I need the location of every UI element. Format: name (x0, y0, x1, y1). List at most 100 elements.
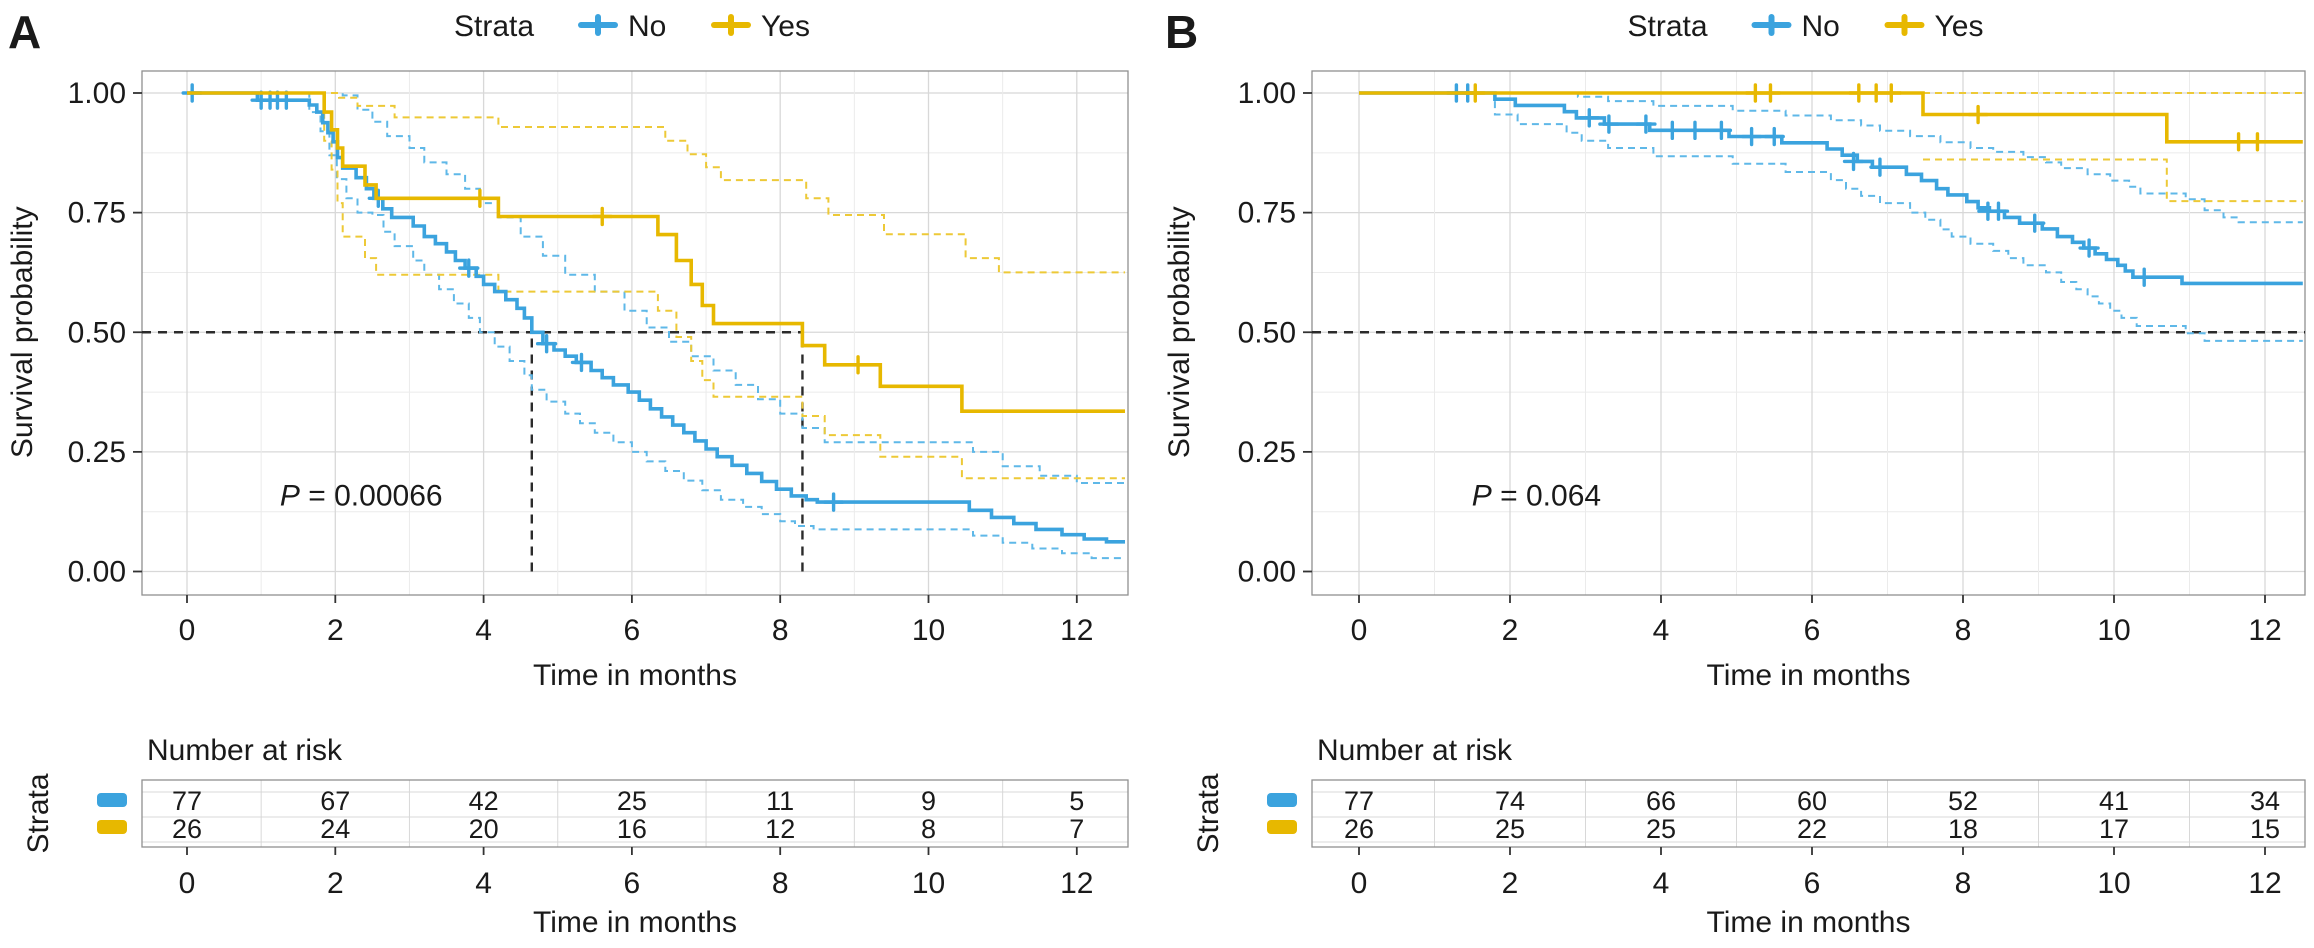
y-tick-label: 0.50 (1238, 316, 1296, 349)
x-axis-title: Time in months (1707, 659, 1911, 692)
risk-value: 74 (1495, 786, 1525, 816)
censor-marks-yes (469, 188, 869, 375)
p-value: P = 0.064 (1472, 479, 1601, 512)
risk-value: 77 (172, 786, 202, 816)
risk-x-tick-label: 12 (1060, 867, 1093, 900)
risk-x-tick-label: 10 (912, 867, 945, 900)
risk-value: 17 (2099, 814, 2129, 844)
risk-table-frame (141, 779, 1129, 848)
risk-value: 26 (172, 814, 202, 844)
risk-x-tick-label: 10 (2097, 867, 2130, 900)
x-tick-label: 0 (1351, 614, 1368, 647)
risk-x-axis-title: Time in months (533, 906, 737, 939)
x-axis-title: Time in months (533, 659, 737, 692)
risk-swatch-no (97, 793, 127, 807)
risk-x-tick-label: 0 (179, 867, 196, 900)
risk-value: 9 (921, 786, 936, 816)
risk-value: 60 (1797, 786, 1827, 816)
legend-title: Strata (454, 10, 534, 43)
p-value: P = 0.00066 (280, 479, 443, 512)
legend-label-no: No (1802, 10, 1840, 43)
risk-value: 8 (921, 814, 936, 844)
risk-value: 24 (320, 814, 350, 844)
x-tick-label: 8 (772, 614, 789, 647)
km-ci-upper-no (1359, 92, 2303, 224)
median-lines (142, 331, 804, 572)
km-curve-yes (1359, 91, 2303, 144)
y-tick-label: 0.75 (1238, 197, 1296, 230)
y-tick-label: 0.00 (1238, 556, 1296, 589)
legend-label-no: No (628, 10, 666, 43)
legend-item-yes: Yes (1884, 10, 1984, 43)
km-curve-no (1359, 91, 2303, 286)
risk-value: 25 (617, 786, 647, 816)
risk-x-tick-label: 4 (475, 867, 492, 900)
risk-value: 16 (617, 814, 647, 844)
x-tick-label: 12 (1060, 614, 1093, 647)
x-tick-label: 6 (1804, 614, 1821, 647)
x-tick-label: 6 (624, 614, 641, 647)
x-tick-label: 0 (179, 614, 196, 647)
km-ci-lower-yes (187, 92, 1125, 480)
legend-label-yes: Yes (1935, 10, 1984, 43)
risk-value: 18 (1948, 814, 1978, 844)
risk-value: 26 (1344, 814, 1374, 844)
risk-table-title: Number at risk (147, 734, 343, 767)
risk-swatch-yes (1267, 820, 1297, 834)
km-ci-lower-yes (1923, 158, 2303, 203)
censor-marks-yes (1464, 83, 2269, 152)
legend-title: Strata (1628, 10, 1708, 43)
risk-swatch-yes (97, 820, 127, 834)
risk-x-tick-label: 4 (1653, 867, 1670, 900)
km-curve-yes (187, 91, 1125, 413)
risk-value: 66 (1646, 786, 1676, 816)
risk-swatch-no (1267, 793, 1297, 807)
x-tick-label: 2 (1502, 614, 1519, 647)
risk-x-tick-label: 8 (1955, 867, 1972, 900)
y-tick-label: 0.00 (68, 556, 126, 589)
risk-value: 41 (2099, 786, 2129, 816)
x-tick-label: 8 (1955, 614, 1972, 647)
risk-value: 67 (320, 786, 350, 816)
x-tick-label: 4 (475, 614, 492, 647)
km-ci-lower-no (1359, 92, 2303, 342)
risk-value: 52 (1948, 786, 1978, 816)
y-tick-label: 0.25 (1238, 436, 1296, 469)
y-tick-label: 0.50 (68, 316, 126, 349)
risk-value: 20 (469, 814, 499, 844)
risk-value: 25 (1646, 814, 1676, 844)
x-tick-label: 10 (2097, 614, 2130, 647)
risk-value: 34 (2250, 786, 2280, 816)
y-tick-label: 0.25 (68, 436, 126, 469)
y-tick-label: 1.00 (68, 77, 126, 110)
km-ci-upper-yes (187, 92, 1125, 274)
km-panel-b: 1.00 0.75 0.50 0.25 0.00 0 2 4 6 8 10 12 Time in mon… (1157, 0, 2314, 948)
panel-label: A (8, 6, 41, 58)
risk-x-tick-label: 2 (327, 867, 344, 900)
risk-x-axis-title: Time in months (1707, 906, 1911, 939)
y-tick-label: 1.00 (1238, 77, 1296, 110)
legend: Strata No Yes (1628, 10, 1984, 43)
axes: 1.00 0.75 0.50 0.25 0.00 0 2 4 6 8 10 12 Time in mon… (6, 77, 1093, 692)
risk-x-tick-label: 0 (1351, 867, 1368, 900)
risk-value: 22 (1797, 814, 1827, 844)
x-tick-label: 4 (1653, 614, 1670, 647)
risk-x-tick-label: 6 (624, 867, 641, 900)
x-tick-label: 2 (327, 614, 344, 647)
risk-x-tick-label: 8 (772, 867, 789, 900)
legend-item-no: No (578, 10, 666, 43)
panel-background (0, 0, 1157, 948)
x-tick-label: 12 (2248, 614, 2281, 647)
y-tick-label: 0.75 (68, 197, 126, 230)
risk-x-tick-label: 12 (2248, 867, 2281, 900)
risk-value: 15 (2250, 814, 2280, 844)
legend-item-no: No (1751, 10, 1840, 43)
risk-value: 77 (1344, 786, 1374, 816)
risk-strata-label: Strata (1192, 773, 1225, 853)
legend: Strata No Yes (454, 10, 810, 43)
risk-strata-label: Strata (22, 773, 55, 853)
legend-item-yes: Yes (711, 10, 810, 43)
